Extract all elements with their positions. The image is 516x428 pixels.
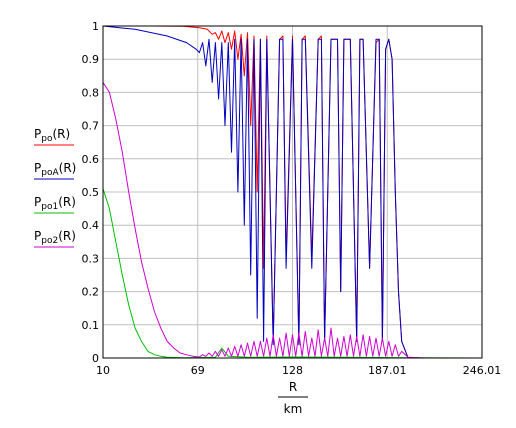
y-tick-labels: 0 0.1 0.2 0.3 0.4 0.5 0.6 0.7 0.8 0.9 1: [82, 20, 100, 365]
x-tick-label: 128: [282, 364, 303, 377]
y-tick-label: 0.7: [82, 120, 100, 133]
legend-label-0: Ppo(R): [34, 127, 70, 144]
y-tick-label: 0.9: [82, 53, 100, 66]
series-line-1: [102, 25, 482, 359]
legend-label-2: Ppo1(R): [34, 195, 76, 212]
plot-frame: [102, 25, 483, 359]
x-tick-label: 10: [96, 364, 110, 377]
y-tick-label: 0.8: [82, 86, 100, 99]
y-tick-label: 0.6: [82, 153, 100, 166]
x-axis-label: Rkm: [278, 380, 308, 416]
x-tick-labels: 10 69 128 187.01 246.01: [96, 364, 501, 377]
y-tick-label: 0.4: [82, 219, 100, 232]
chart-grid: [102, 25, 483, 359]
x-tick-label: 69: [191, 364, 205, 377]
series-line-2: [102, 188, 483, 359]
x-axis-label-text: R: [289, 380, 297, 394]
x-tick-label: 187.01: [368, 364, 407, 377]
y-tick-label: 0.2: [82, 286, 100, 299]
chart-series: [102, 25, 483, 359]
y-tick-label: 0: [92, 352, 99, 365]
legend: Ppo(R) PpoA(R) Ppo1(R) Ppo2(R): [34, 127, 76, 248]
x-axis-unit: km: [284, 402, 303, 416]
legend-label-1: PpoA(R): [34, 161, 76, 178]
y-tick-label: 0.1: [82, 319, 100, 332]
y-tick-label: 0.3: [82, 252, 100, 265]
x-tick-label: 246.01: [463, 364, 502, 377]
legend-label-3: Ppo2(R): [34, 229, 76, 246]
series-line-3: [102, 82, 482, 359]
y-tick-label: 0.5: [82, 186, 100, 199]
y-tick-label: 1: [92, 20, 99, 33]
